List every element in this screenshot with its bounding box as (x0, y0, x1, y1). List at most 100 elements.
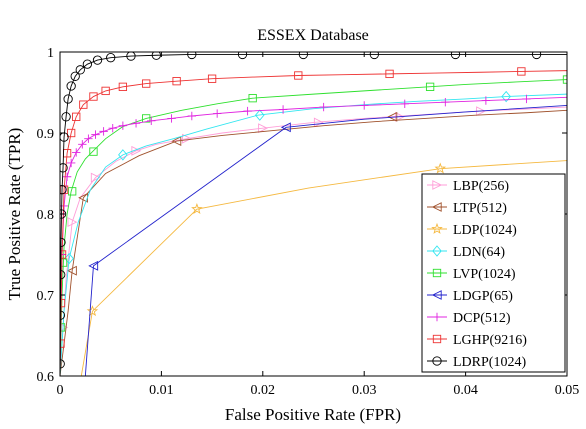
data-point-ldn-64 (254, 109, 265, 121)
series-layer (60, 52, 567, 376)
data-point-lvp-1024 (68, 187, 77, 196)
legend-label-dcp-512: DCP(512) (453, 311, 511, 326)
data-point-ldrp-1024 (63, 94, 73, 104)
data-point-lghp-9216 (60, 250, 67, 259)
legend-item-dcp-512: DCP(512) (427, 311, 511, 326)
y-axis-label: True Positive Rate (TPR) (5, 128, 24, 301)
series-dcp-512 (60, 94, 567, 376)
data-point-dcp-512 (360, 101, 369, 110)
data-point-dcp-512 (400, 99, 409, 109)
data-point-lvp-1024 (425, 82, 435, 91)
data-point-dcp-512 (118, 121, 128, 130)
legend-marker-ltp-512 (431, 202, 442, 212)
series-line-dcp-512 (60, 96, 567, 376)
data-point-lbp-256 (313, 117, 324, 128)
data-point-lghp-9216 (60, 298, 66, 308)
data-point-lghp-9216 (172, 77, 181, 86)
data-point-ldrp-1024 (60, 185, 67, 195)
data-point-lghp-9216 (79, 100, 88, 109)
data-point-dcp-512 (108, 123, 117, 133)
data-point-dcp-512 (187, 111, 197, 121)
legend-marker-lghp-9216 (432, 334, 442, 344)
x-tick-label: 0.05 (555, 383, 580, 398)
data-point-ldn-64 (64, 252, 74, 265)
data-point-ldp-1024 (434, 162, 447, 174)
data-point-lghp-9216 (142, 79, 151, 88)
data-point-dcp-512 (72, 148, 81, 157)
data-point-ldrp-1024 (60, 270, 66, 280)
data-point-lghp-9216 (517, 67, 526, 76)
data-point-lbp-256 (90, 172, 101, 183)
legend-marker-ldn-64 (432, 245, 442, 257)
data-point-ldrp-1024 (75, 65, 85, 75)
legend-label-ldgp-65: LDGP(65) (453, 289, 513, 304)
data-point-dcp-512 (147, 116, 156, 126)
legend-item-ldn-64: LDN(64) (427, 245, 505, 260)
data-point-ldrp-1024 (187, 52, 197, 60)
legend-marker-ldp-1024 (431, 222, 443, 234)
legend-item-ldgp-65: LDGP(65) (427, 289, 513, 304)
legend-marker-dcp-512 (432, 312, 442, 322)
legend-marker-lvp-1024 (432, 268, 442, 278)
data-point-ldrp-1024 (531, 52, 542, 60)
legend-label-lghp-9216: LGHP(9216) (453, 333, 527, 348)
data-point-ldrp-1024 (60, 209, 67, 219)
y-tick-label: 0.9 (37, 127, 55, 142)
series-line-ldn-64 (60, 93, 567, 376)
legend-item-lghp-9216: LGHP(9216) (427, 333, 527, 348)
data-point-lghp-9216 (89, 92, 98, 101)
data-point-dcp-512 (99, 127, 108, 136)
data-point-lghp-9216 (118, 82, 128, 91)
series-line-lvp-1024 (60, 79, 567, 376)
data-point-ldrp-1024 (106, 53, 116, 63)
data-point-dcp-512 (278, 105, 288, 114)
data-point-dcp-512 (66, 158, 76, 168)
legend-label-lvp-1024: LVP(1024) (453, 267, 516, 282)
data-point-dcp-512 (131, 119, 141, 128)
legend-label-ltp-512: LTP(512) (453, 201, 507, 216)
data-point-lvp-1024 (89, 147, 98, 156)
legend-item-lvp-1024: LVP(1024) (427, 267, 516, 282)
y-tick-label: 0.8 (37, 208, 55, 223)
chart-title: ESSEX Database (257, 27, 369, 44)
data-point-ldgp-65 (280, 122, 291, 133)
data-point-ldrp-1024 (82, 59, 93, 69)
data-point-lvp-1024 (248, 94, 257, 103)
data-point-ltp-512 (66, 265, 77, 276)
legend-marker-lbp-256 (432, 180, 443, 190)
data-point-lghp-9216 (385, 69, 394, 79)
legend-label-ldp-1024: LDP(1024) (453, 223, 517, 238)
x-tick-label: 0.03 (352, 383, 377, 398)
data-point-ldn-64 (501, 90, 511, 103)
legend-item-ldrp-1024: LDRP(1024) (427, 355, 526, 370)
data-point-lbp-256 (182, 133, 192, 144)
series-lghp-9216 (60, 67, 567, 376)
data-point-lghp-9216 (72, 112, 81, 121)
series-lvp-1024 (60, 75, 567, 376)
y-tick-label: 0.6 (37, 370, 55, 385)
data-point-ldn-64 (118, 149, 128, 161)
x-tick-label: 0 (57, 383, 64, 398)
data-point-lghp-9216 (294, 71, 303, 80)
legend-item-ltp-512: LTP(512) (427, 201, 507, 216)
data-point-dcp-512 (319, 102, 328, 112)
data-point-ldrp-1024 (70, 71, 80, 81)
data-point-lghp-9216 (101, 86, 110, 96)
data-point-ldp-1024 (86, 305, 99, 317)
data-point-dcp-512 (62, 172, 72, 181)
data-point-dcp-512 (167, 114, 176, 123)
data-point-ldrp-1024 (60, 163, 68, 173)
axes-layer: 0 0.01 0.02 0.03 0.04 0.05 0.6 0.7 0.8 0.9 1 (37, 46, 580, 398)
series-ldn-64 (60, 90, 567, 376)
data-point-ldrp-1024 (60, 237, 66, 247)
data-point-lbp-256 (131, 145, 142, 156)
series-ldp-1024 (80, 160, 567, 376)
data-point-ldgp-65 (88, 260, 99, 271)
x-tick-label: 0.04 (453, 383, 478, 398)
legend-label-ldn-64: LDN(64) (453, 245, 505, 260)
data-point-dcp-512 (441, 98, 450, 107)
data-point-ldrp-1024 (369, 52, 379, 60)
data-point-dcp-512 (522, 94, 531, 104)
data-point-ltp-512 (171, 136, 182, 147)
series-ldrp-1024 (60, 52, 567, 376)
